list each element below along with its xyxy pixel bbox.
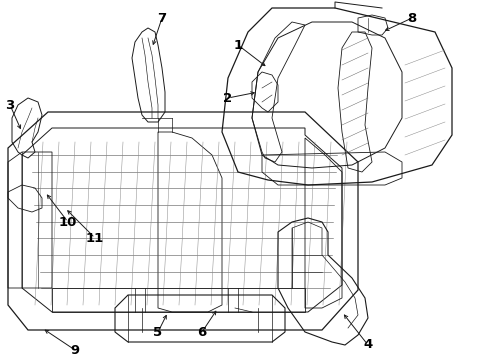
Text: 1: 1 bbox=[233, 39, 243, 51]
Text: 7: 7 bbox=[157, 12, 167, 24]
Text: 10: 10 bbox=[59, 216, 77, 229]
Text: 3: 3 bbox=[5, 99, 15, 112]
Text: 9: 9 bbox=[71, 343, 79, 356]
Text: 6: 6 bbox=[197, 325, 207, 338]
Text: 5: 5 bbox=[153, 325, 163, 338]
Text: 4: 4 bbox=[364, 338, 372, 351]
Text: 8: 8 bbox=[407, 12, 416, 24]
Text: 11: 11 bbox=[86, 231, 104, 244]
Text: 2: 2 bbox=[223, 91, 233, 104]
